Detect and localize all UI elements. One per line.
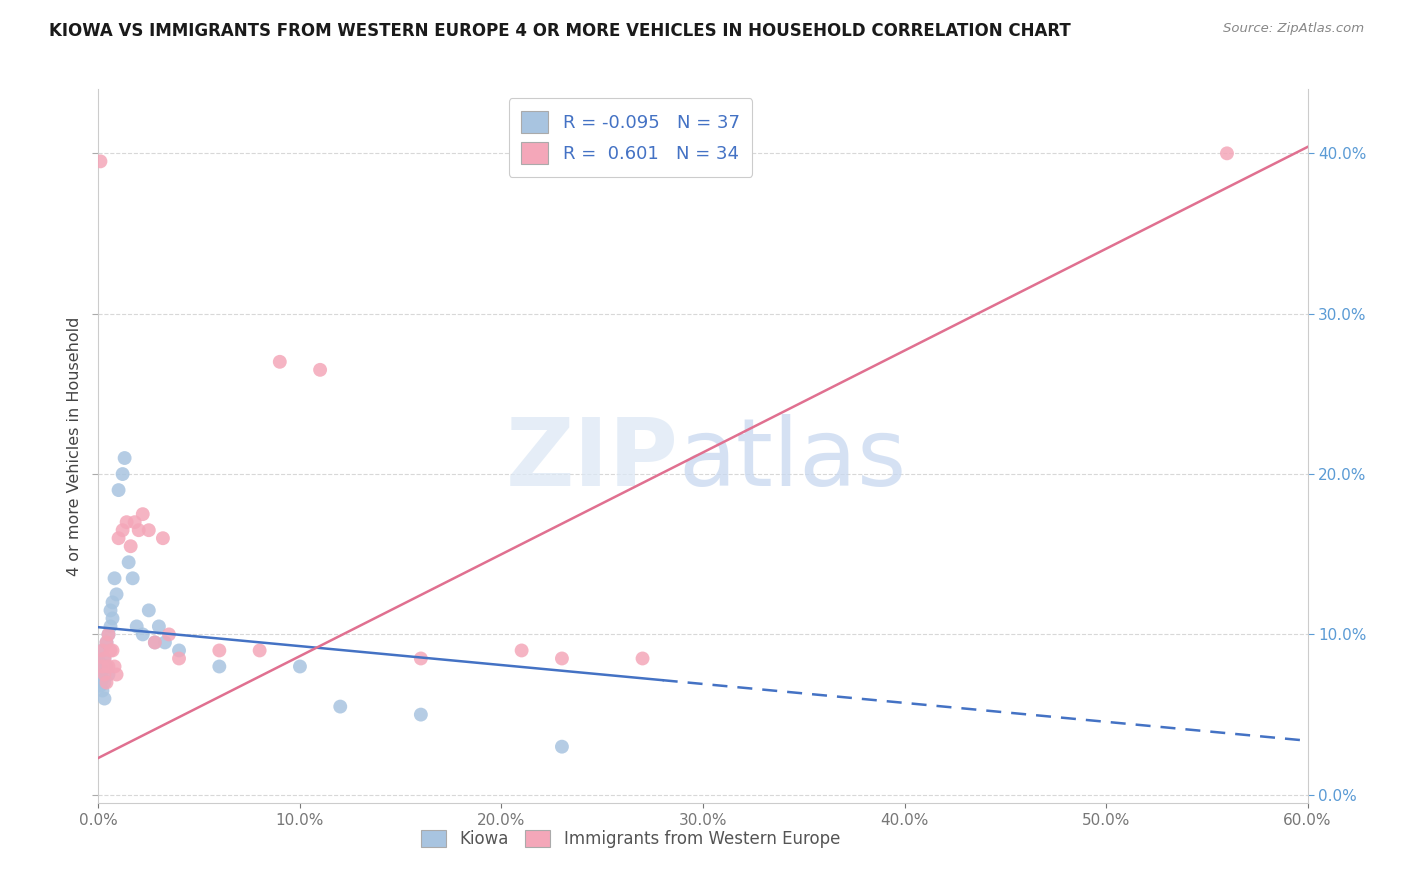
Point xyxy=(269,355,291,369)
Point xyxy=(138,523,160,537)
Point xyxy=(103,659,125,673)
Point xyxy=(103,571,125,585)
Point xyxy=(100,603,122,617)
Point xyxy=(125,619,148,633)
Point xyxy=(510,643,533,657)
Point xyxy=(208,659,231,673)
Text: atlas: atlas xyxy=(679,414,907,507)
Point xyxy=(153,635,176,649)
Point xyxy=(114,450,136,465)
Point xyxy=(97,627,120,641)
Point xyxy=(309,363,332,377)
Y-axis label: 4 or more Vehicles in Household: 4 or more Vehicles in Household xyxy=(66,317,82,575)
Point xyxy=(96,675,118,690)
Point xyxy=(409,651,432,665)
Point xyxy=(100,643,122,657)
Point xyxy=(115,515,138,529)
Point xyxy=(143,635,166,649)
Point xyxy=(107,531,129,545)
Point xyxy=(631,651,654,665)
Point xyxy=(121,571,143,585)
Point xyxy=(91,683,114,698)
Point xyxy=(132,627,155,641)
Point xyxy=(249,643,271,657)
Point xyxy=(100,619,122,633)
Point xyxy=(111,523,134,537)
Legend: Kiowa, Immigrants from Western Europe: Kiowa, Immigrants from Western Europe xyxy=(415,823,846,855)
Point xyxy=(1216,146,1239,161)
Point xyxy=(551,739,574,754)
Point xyxy=(96,635,118,649)
Point xyxy=(97,667,120,681)
Point xyxy=(89,679,111,693)
Point xyxy=(105,587,128,601)
Point xyxy=(97,627,120,641)
Point xyxy=(91,659,114,673)
Point xyxy=(101,643,124,657)
Point xyxy=(167,643,190,657)
Point xyxy=(118,555,141,569)
Point xyxy=(93,651,115,665)
Text: KIOWA VS IMMIGRANTS FROM WESTERN EUROPE 4 OR MORE VEHICLES IN HOUSEHOLD CORRELAT: KIOWA VS IMMIGRANTS FROM WESTERN EUROPE … xyxy=(49,22,1071,40)
Point xyxy=(93,675,115,690)
Text: Source: ZipAtlas.com: Source: ZipAtlas.com xyxy=(1223,22,1364,36)
Point xyxy=(167,651,190,665)
Point xyxy=(152,531,174,545)
Point xyxy=(157,627,180,641)
Point xyxy=(148,619,170,633)
Point xyxy=(143,635,166,649)
Point xyxy=(105,667,128,681)
Point xyxy=(551,651,574,665)
Point xyxy=(132,507,155,521)
Point xyxy=(288,659,311,673)
Point xyxy=(97,659,120,673)
Point xyxy=(96,659,118,673)
Point xyxy=(120,539,142,553)
Point xyxy=(93,691,115,706)
Point xyxy=(329,699,352,714)
Point xyxy=(208,643,231,657)
Point xyxy=(91,663,114,677)
Point xyxy=(91,673,114,687)
Point xyxy=(138,603,160,617)
Point xyxy=(111,467,134,481)
Point xyxy=(89,667,111,681)
Point xyxy=(89,154,111,169)
Point xyxy=(91,643,114,657)
Point xyxy=(107,483,129,497)
Point xyxy=(93,667,115,681)
Point xyxy=(124,515,146,529)
Point xyxy=(101,611,124,625)
Point xyxy=(101,595,124,609)
Point xyxy=(409,707,432,722)
Point xyxy=(96,635,118,649)
Point xyxy=(128,523,150,537)
Text: ZIP: ZIP xyxy=(506,414,679,507)
Point xyxy=(89,657,111,671)
Point xyxy=(93,651,115,665)
Point xyxy=(91,643,114,657)
